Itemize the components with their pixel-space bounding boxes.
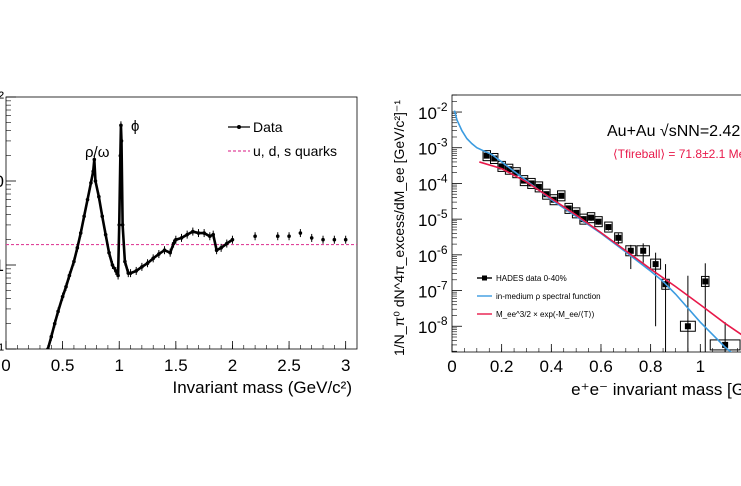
data-point	[702, 278, 709, 285]
x-tick-label: 2	[228, 356, 237, 375]
y-tick-label: 10-2	[418, 100, 448, 123]
plot-frame	[5, 96, 358, 350]
data-point	[491, 155, 498, 162]
data-point	[253, 234, 257, 239]
data-point	[332, 237, 337, 242]
data-point	[588, 214, 595, 221]
x-tick-label: 2.5	[277, 356, 301, 375]
y-tick-label: 10-7	[418, 279, 448, 302]
y-tick-label: 10-4	[418, 171, 448, 194]
legend-marker	[482, 275, 487, 281]
x-tick-label: 0	[447, 357, 456, 376]
data-point	[640, 247, 647, 254]
x-tick-label: 0	[1, 356, 10, 375]
data-point	[627, 247, 634, 254]
y-tick-label: 10-8	[418, 314, 448, 337]
data-point	[535, 183, 542, 190]
x-tick-label: 0.5	[51, 356, 75, 375]
plot-area	[6, 121, 357, 349]
systematic-error-box	[557, 190, 566, 202]
annotation-rho-omega: ρ/ω	[85, 144, 110, 161]
y-tick-label: 10-6	[418, 243, 448, 266]
x-axis-label: Invariant mass (GeV/c²)	[173, 378, 353, 397]
plot-area	[453, 110, 741, 352]
data-point	[684, 323, 691, 330]
x-tick-label: 0.6	[589, 357, 613, 376]
data-point	[565, 205, 572, 212]
data-point	[558, 192, 565, 199]
data-point	[298, 231, 303, 235]
data-point	[309, 236, 314, 240]
y-tick-label: 10-5	[418, 207, 448, 230]
y-tick-label: 10	[0, 172, 4, 191]
x-tick-label: 1	[114, 356, 123, 375]
y-axis-label: 1/N_π⁰ dN^4π_excess/dM_ee [GeV/c²]⁻¹	[391, 100, 407, 356]
legend-label: HADES data 0-40%	[496, 274, 567, 283]
y-tick-label: 10²	[0, 88, 4, 107]
data-point	[498, 163, 505, 170]
data-point	[652, 261, 659, 268]
data-point	[275, 234, 280, 239]
y-tick-label: 10⁻¹	[0, 340, 4, 359]
legend-data-marker	[237, 125, 241, 129]
y-tick-exponent: -8	[437, 314, 448, 328]
x-tick-label: 0.2	[490, 357, 514, 376]
y-tick-label: 1	[0, 256, 4, 275]
y-tick-exponent: -4	[437, 171, 448, 185]
annotation-temperature: ⟨Tfireball⟩ = 71.8±2.1 Me	[613, 147, 741, 161]
data-point	[483, 152, 490, 159]
data-curve	[46, 125, 234, 349]
legend-label: M_ee^3/2 × exp(-M_ee/⟨T⟩)	[496, 310, 595, 319]
x-tick-label: 0.8	[639, 357, 663, 376]
fit-curve	[479, 161, 741, 336]
data-point	[506, 166, 513, 173]
annotation-phi: ϕ	[131, 118, 139, 135]
annotation-system: Au+Au √sNN=2.42	[607, 123, 740, 140]
systematic-error-box	[604, 221, 613, 233]
data-point	[595, 218, 602, 225]
data-point	[343, 237, 348, 242]
legend-data-label: Data	[253, 119, 283, 135]
data-point	[287, 234, 291, 239]
data-point	[615, 234, 622, 241]
left-chart: 0 0.5 1 1.5 2 2.5 3 10⁻¹ 1 10 10² Invariant mass (G…	[0, 88, 358, 397]
data-point	[573, 209, 580, 216]
x-tick-label: 3	[341, 356, 350, 375]
y-tick-exponent: -3	[437, 136, 448, 150]
data-point	[580, 216, 587, 223]
x-axis-label: e⁺e⁻ invariant mass [G	[571, 380, 741, 399]
y-tick-exponent: -5	[437, 207, 448, 221]
y-tick-exponent: -2	[437, 100, 448, 114]
data-point	[321, 237, 325, 242]
x-tick-label: 1	[696, 357, 705, 376]
y-tick-exponent: -6	[437, 243, 448, 257]
right-chart: 0 0.2 0.4 0.6 0.8 1 10-2 10-3 10-4 10-5 10-6 10-7 10…	[391, 94, 741, 399]
systematic-error-box	[512, 167, 521, 179]
y-tick-exponent: -7	[437, 279, 448, 293]
legend-label: in-medium ρ spectral function	[496, 292, 601, 301]
legend-quark-label: u, d, s quarks	[253, 143, 337, 159]
x-tick-label: 0.4	[540, 357, 564, 376]
data-point	[605, 224, 612, 231]
y-tick-label: 10-3	[418, 136, 448, 159]
systematic-error-box	[542, 188, 551, 200]
systematic-error-box	[594, 216, 603, 228]
plot-frame	[451, 94, 741, 353]
x-tick-label: 1.5	[164, 356, 188, 375]
data-point	[722, 341, 729, 348]
